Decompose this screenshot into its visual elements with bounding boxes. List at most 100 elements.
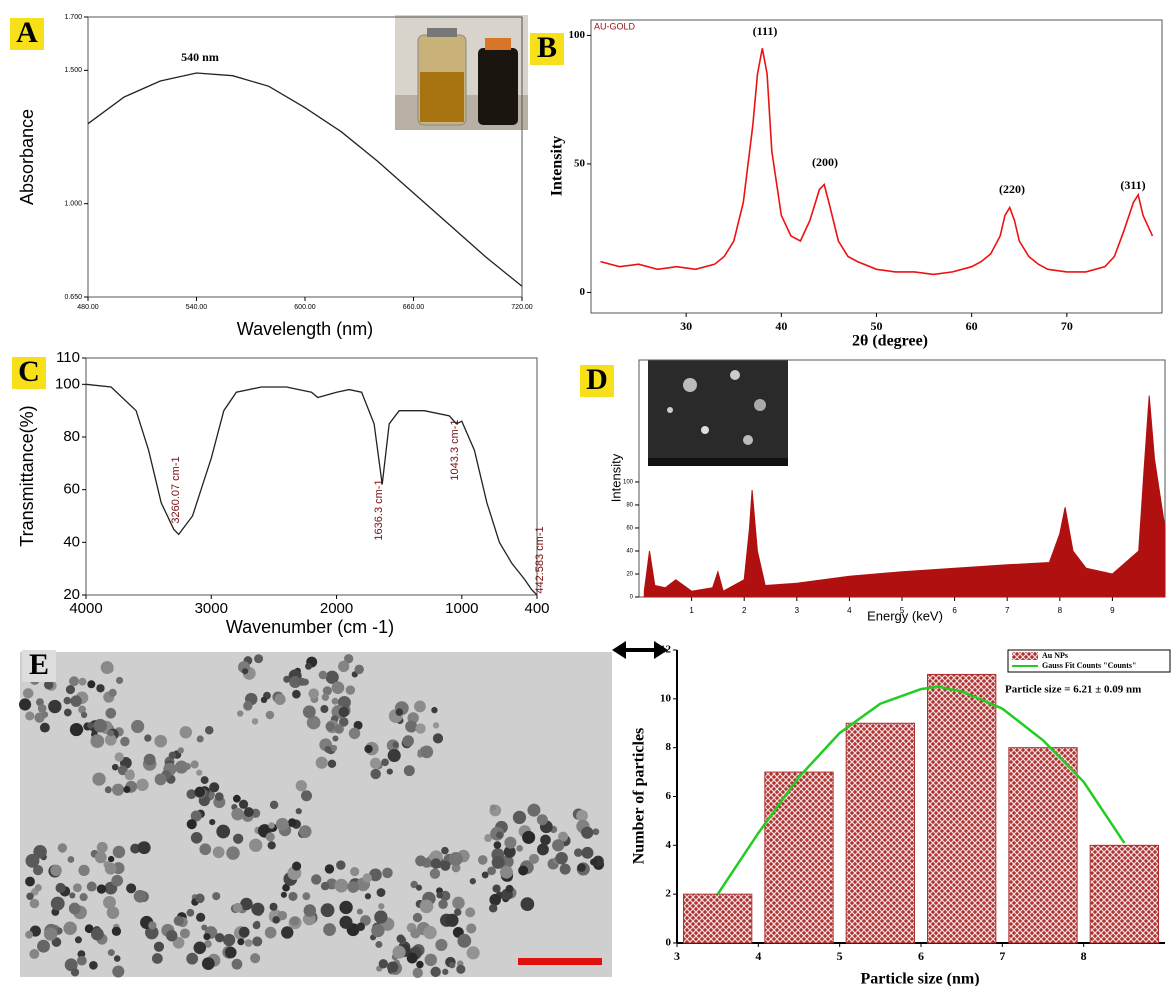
tem-particle <box>448 961 456 969</box>
data-line <box>600 48 1154 276</box>
tem-particle <box>154 773 167 786</box>
tem-particle <box>78 705 87 714</box>
chart-title: AU-GOLD <box>594 21 636 31</box>
bar <box>683 893 753 944</box>
tem-particle <box>143 753 156 766</box>
tem-particle <box>350 867 360 877</box>
tem-particle <box>74 936 82 944</box>
tem-particle <box>240 897 253 911</box>
tem-particle <box>190 831 203 844</box>
tem-particle <box>369 757 382 769</box>
tem-particle <box>429 868 441 879</box>
tem-particle <box>405 720 418 733</box>
data-line <box>85 383 538 596</box>
tem-particle <box>268 822 275 829</box>
tem-particle <box>212 846 225 859</box>
photo-inset <box>395 15 528 130</box>
x-axis-label: 2θ (degree) <box>852 333 928 350</box>
tem-particle <box>557 831 569 842</box>
tem-particle <box>100 661 114 675</box>
tem-particle <box>78 864 90 877</box>
y-tick-label: 110 <box>56 349 80 366</box>
x-tick-label: 3000 <box>195 600 228 617</box>
y-tick-label: 20 <box>626 572 633 578</box>
y-tick-label: 100 <box>623 480 634 486</box>
tem-particle <box>456 964 466 974</box>
y-tick-label: 1.700 <box>64 14 82 21</box>
tem-particle <box>292 861 302 871</box>
x-tick-label: 540.00 <box>186 304 208 311</box>
tem-particle <box>430 966 441 978</box>
tem-particle <box>274 693 286 705</box>
tem-particle <box>490 804 497 811</box>
tem-particle <box>186 952 199 965</box>
tem-particle <box>415 855 427 867</box>
tem-particle <box>94 851 107 864</box>
tem-particle <box>50 896 65 911</box>
tem-particle <box>496 831 504 839</box>
spectrum-area <box>643 395 1166 598</box>
x-tick-label: 4 <box>847 606 852 615</box>
tem-particle <box>441 846 449 855</box>
tem-particle <box>336 860 346 870</box>
tem-particle <box>252 936 263 947</box>
tem-particle <box>87 722 94 729</box>
tem-particle <box>423 925 437 940</box>
annotation: (220) <box>999 182 1025 196</box>
y-tick-label: 1.500 <box>64 67 82 74</box>
tem-particle <box>25 930 34 939</box>
bar <box>764 771 834 944</box>
tem-particle <box>410 928 421 939</box>
x-axis-label: Particle size (nm) <box>860 971 979 986</box>
tem-image <box>18 652 612 978</box>
tem-particle <box>196 769 203 776</box>
tem-particle <box>90 734 105 749</box>
bar <box>927 673 997 944</box>
tem-particle <box>348 727 361 740</box>
x-tick-label: 60 <box>966 319 978 333</box>
tem-particle <box>528 853 540 864</box>
tem-particle <box>233 833 244 844</box>
tem-particle <box>520 897 535 911</box>
tem-particle <box>57 843 68 853</box>
data-line <box>87 72 523 287</box>
fit-line <box>716 685 1126 895</box>
tem-particle <box>78 677 87 686</box>
tem-particle <box>137 841 151 855</box>
tem-particle <box>145 925 159 940</box>
tem-particle <box>445 913 459 927</box>
tem-particle <box>353 720 363 730</box>
tem-particle <box>308 688 319 699</box>
tem-particle <box>412 967 423 978</box>
tem-particle <box>265 710 275 720</box>
tem-particle <box>25 853 40 868</box>
y-tick-label: 60 <box>63 481 80 498</box>
tem-particle <box>275 817 289 831</box>
tem-particle <box>113 955 121 962</box>
tem-particle <box>26 892 34 900</box>
tem-particle <box>378 959 389 969</box>
tem-particle <box>364 744 373 754</box>
tem-particle <box>64 958 78 972</box>
tem-particle <box>424 953 437 967</box>
tem-particle <box>282 883 290 892</box>
tem-particle <box>106 906 120 920</box>
tem-particle <box>190 760 199 769</box>
annotation: 540 nm <box>181 50 219 64</box>
tem-particle <box>432 733 444 744</box>
tem-particle <box>540 834 551 846</box>
y-tick-label: 0 <box>666 937 672 949</box>
tem-particle <box>114 752 124 762</box>
tem-particle <box>48 699 62 714</box>
y-tick-label: 0 <box>630 595 634 601</box>
tem-particle <box>244 939 253 947</box>
tem-particle <box>179 726 193 739</box>
tem-particle <box>370 768 381 780</box>
tem-particle <box>201 957 215 970</box>
tem-particle <box>466 946 480 960</box>
y-axis-label: Intensity <box>608 453 623 502</box>
x-axis-label: Wavenumber (cm -1) <box>226 617 394 637</box>
tem-particle <box>70 968 80 977</box>
tem-particle <box>416 960 424 969</box>
bar <box>845 722 915 944</box>
